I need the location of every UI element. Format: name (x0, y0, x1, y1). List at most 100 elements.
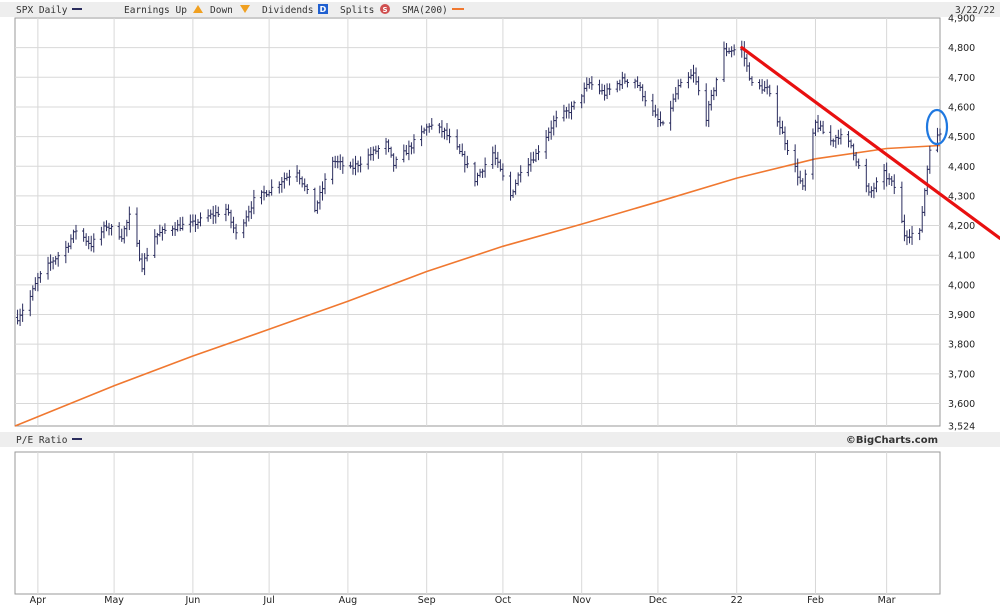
y-tick-label: 4,100 (948, 251, 975, 262)
price-bar (216, 206, 220, 218)
price-bar (38, 271, 43, 283)
x-tick-label: Dec (649, 595, 667, 606)
y-tick-label: 4,300 (948, 191, 975, 202)
price-bar (109, 224, 114, 236)
price-bar (252, 189, 256, 215)
sma-line (14, 144, 941, 427)
header-bar (0, 2, 1000, 17)
x-tick-label: Jul (262, 595, 274, 606)
price-bar (643, 90, 647, 107)
y-tick-label: 3,700 (948, 369, 975, 380)
sma-label: SMA(200) (402, 5, 448, 16)
x-tick-label: Sep (418, 595, 436, 606)
price-bar (483, 157, 487, 178)
price-bar (572, 100, 576, 110)
pe-header-bar (0, 432, 1000, 447)
price-bar (501, 163, 505, 181)
price-bar (874, 177, 879, 193)
price-bar (74, 224, 78, 240)
splits-label: Splits (340, 5, 374, 16)
x-tick-label: Mar (878, 595, 896, 606)
price-bar (938, 128, 942, 141)
y-tick-label: 4,900 (948, 14, 975, 25)
price-bar (679, 78, 683, 88)
price-bar (376, 145, 380, 159)
price-bar (287, 169, 292, 186)
x-axis: Apr May Jun Jul Aug Sep Oct Nov Dec 22 Feb Mar (30, 595, 896, 606)
sma-layer (14, 144, 941, 427)
price-bar (714, 77, 718, 97)
price-bar (127, 206, 131, 231)
price-legend-swatch (72, 8, 82, 10)
trendline (740, 46, 1000, 240)
y-tick-label: 3,900 (948, 310, 975, 321)
price-bar (536, 145, 541, 161)
trendline-layer (740, 46, 1000, 240)
y-tick-label: 4,700 (948, 73, 975, 84)
y-tick-label: 4,400 (948, 162, 975, 173)
x-tick-label: Feb (807, 595, 824, 606)
price-bar (750, 76, 754, 86)
price-bar (768, 84, 772, 97)
y-tick-label: 4,500 (948, 132, 975, 143)
price-bar (394, 156, 398, 169)
price-bar (554, 110, 558, 128)
price-bar (447, 128, 452, 144)
price-bar (181, 216, 185, 231)
dividends-label: Dividends (262, 5, 313, 16)
price-bar (928, 145, 932, 174)
x-tick-label: Nov (572, 595, 591, 606)
earnings-down-icon (240, 5, 250, 13)
y-tick-label: 4,000 (948, 280, 975, 291)
pe-title: P/E Ratio (16, 435, 68, 446)
x-tick-label: Oct (495, 595, 512, 606)
earnings-up-label: Earnings Up (124, 5, 187, 16)
price-bar (21, 303, 25, 322)
price-bar (163, 223, 167, 234)
price-bar (234, 223, 238, 240)
price-bar (839, 128, 843, 145)
main-plot-frame (14, 17, 941, 427)
price-bar (732, 44, 736, 56)
x-tick-label: 22 (731, 595, 743, 606)
pe-plot-frame (14, 451, 941, 595)
price-bar (519, 165, 523, 183)
pe-legend-swatch (72, 438, 82, 440)
price-bar (803, 169, 807, 191)
highlight-circle (925, 108, 949, 146)
chart-date: 3/22/22 (955, 5, 995, 16)
price-bar (341, 156, 345, 174)
earnings-down-label: Down (210, 5, 233, 16)
price-layer (15, 40, 942, 326)
sma-legend-swatch (452, 8, 464, 10)
price-bar (590, 76, 594, 90)
y-tick-label: 3,800 (948, 340, 975, 351)
y-tick-label: 3,524 (948, 422, 975, 433)
y-tick-label: 4,800 (948, 43, 975, 54)
ticker-label: SPX Daily (16, 5, 68, 16)
price-bar (821, 120, 825, 135)
price-bar (305, 183, 309, 194)
dividends-icon (318, 4, 328, 14)
y-tick-label: 4,200 (948, 221, 975, 232)
price-bar (92, 233, 96, 253)
price-bar (430, 118, 434, 130)
price-bar (359, 156, 363, 173)
y-tick-label: 4,600 (948, 102, 975, 113)
price-bar (892, 174, 896, 195)
brand-label: ©BigCharts.com (846, 435, 938, 446)
y-tick-label: 3,600 (948, 399, 975, 410)
price-bar (910, 226, 914, 245)
price-bar (412, 134, 416, 154)
earnings-up-icon (193, 5, 203, 13)
x-tick-label: Jun (184, 595, 200, 606)
price-bar (608, 83, 612, 96)
dividends-badge: D (320, 5, 327, 14)
x-tick-label: Aug (339, 595, 358, 606)
price-bar (661, 120, 665, 126)
price-bar (785, 139, 790, 155)
x-tick-label: May (104, 595, 124, 606)
splits-icon (380, 4, 390, 14)
